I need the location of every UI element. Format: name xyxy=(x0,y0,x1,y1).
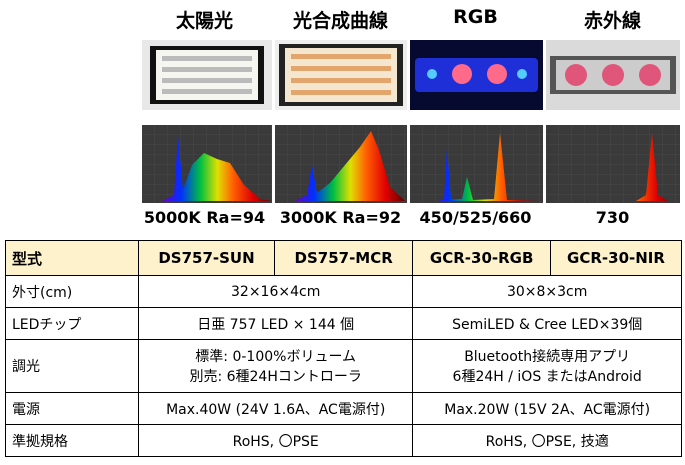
table-row: 外寸(cm) 32×16×4cm 30×8×3cm xyxy=(5,275,682,308)
spectrum xyxy=(546,125,680,203)
photo xyxy=(275,40,407,110)
column-label: 太陽光 xyxy=(175,10,233,32)
caption: 5000K Ra=94 xyxy=(143,208,266,227)
spectrum xyxy=(275,125,407,203)
column-label: 光合成曲線 xyxy=(292,10,388,32)
row-label: LEDチップ xyxy=(5,307,139,340)
header-cell: GCR-30-NIR xyxy=(549,240,683,276)
table-row: 準拠規格 RoHS, 〇PSE RoHS, 〇PSE, 技適 xyxy=(5,424,682,457)
row-label: 調光 xyxy=(5,339,139,393)
header-cell: GCR-30-RGB xyxy=(412,240,551,276)
caption: 450/525/660 xyxy=(419,208,532,227)
spectrum xyxy=(410,125,543,203)
header-row: 型式 DS757-SUN DS757-MCR GCR-30-RGB GCR-30-NIR xyxy=(5,240,683,276)
table-row: 電源 Max.40W (24V 1.6A、AC電源付) Max.20W (15V 2… xyxy=(5,392,682,425)
cell: SemiLED & Cree LED×39個 xyxy=(412,307,682,340)
caption: 730 xyxy=(595,208,630,227)
row-label: 準拠規格 xyxy=(5,424,139,457)
cell: 日亜 757 LED × 144 個 xyxy=(137,307,414,340)
photo xyxy=(142,40,272,110)
header-cell: DS757-MCR xyxy=(273,240,414,276)
column-label: RGB xyxy=(453,6,498,28)
spec-table: 型式 DS757-SUN DS757-MCR GCR-30-RGB GCR-30-NIR… xyxy=(5,240,683,457)
header-cell: 型式 xyxy=(5,240,139,276)
cell: Bluetooth接続専用アプリ 6種24H / iOS またはAndroid xyxy=(412,339,682,393)
cell-line: 標準: 0-100%ボリューム xyxy=(195,349,357,365)
photo xyxy=(546,40,680,110)
photo xyxy=(410,40,543,110)
cell: 標準: 0-100%ボリューム 別売: 6種24Hコントローラ xyxy=(137,339,414,393)
cell: 32×16×4cm xyxy=(137,275,414,308)
cell: Max.40W (24V 1.6A、AC電源付) xyxy=(137,392,414,425)
cell-line: 6種24H / iOS またはAndroid xyxy=(452,369,642,385)
cell-line: Bluetooth接続専用アプリ xyxy=(464,349,631,365)
column-label: 赤外線 xyxy=(583,10,641,32)
row-label: 外寸(cm) xyxy=(5,275,139,308)
header-cell: DS757-SUN xyxy=(138,240,275,276)
caption: 3000K Ra=92 xyxy=(279,208,402,227)
row-label: 電源 xyxy=(5,392,139,425)
table-row: LEDチップ 日亜 757 LED × 144 個 SemiLED & Cree L… xyxy=(5,307,682,340)
cell-line: 別売: 6種24Hコントローラ xyxy=(189,369,362,385)
cell: RoHS, 〇PSE xyxy=(137,424,414,457)
spectrum xyxy=(142,125,272,203)
cell: 30×8×3cm xyxy=(412,275,682,308)
cell: Max.20W (15V 2A、AC電源付) xyxy=(412,392,682,425)
cell: RoHS, 〇PSE, 技適 xyxy=(412,424,682,457)
table-row: 調光 標準: 0-100%ボリューム 別売: 6種24Hコントローラ Bluetoot… xyxy=(5,339,682,393)
